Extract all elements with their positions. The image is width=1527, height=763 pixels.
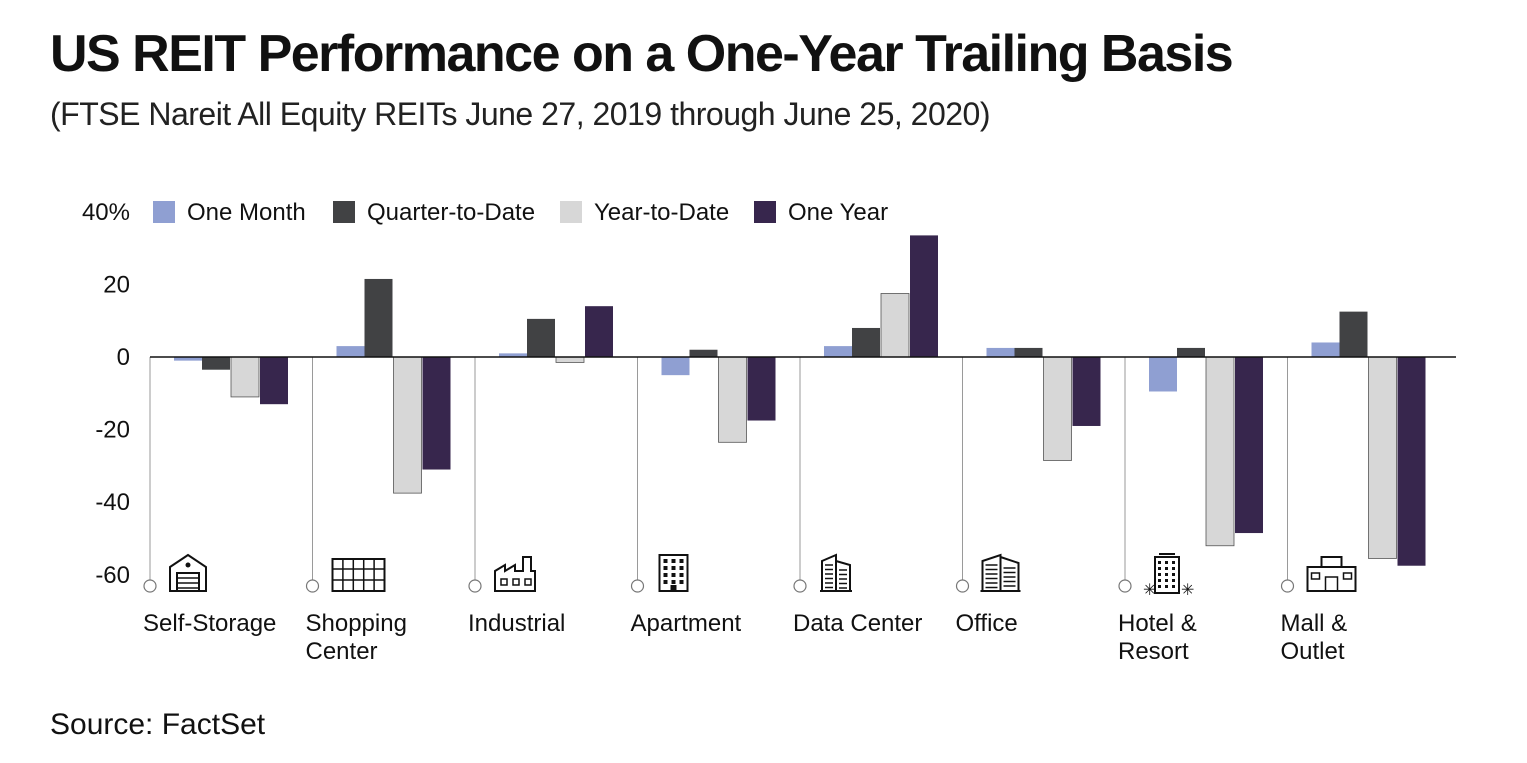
bar <box>1235 357 1263 534</box>
bar <box>260 357 288 405</box>
y-tick-label: -40 <box>95 489 130 516</box>
svg-text:✳: ✳ <box>1143 580 1156 599</box>
category-marker <box>630 579 645 593</box>
warehouse-icon <box>169 553 207 592</box>
y-tick-label: 20 <box>103 271 130 298</box>
bar <box>661 357 690 376</box>
apartment-building-icon <box>658 554 689 592</box>
legend-item: Quarter-to-Date <box>333 199 535 226</box>
category-marker <box>143 579 157 593</box>
bar <box>364 278 393 357</box>
legend-label: Year-to-Date <box>594 199 729 226</box>
bar <box>174 357 202 361</box>
bar <box>852 327 880 357</box>
category-group: Apartment <box>631 357 742 637</box>
data-center-icon <box>820 553 852 592</box>
category-marker <box>468 579 482 593</box>
category-group: Data Center <box>793 357 922 637</box>
legend-label: One Month <box>187 199 306 226</box>
bar-chart: One Month Quarter-to-Date Year-to-Date One … <box>82 199 1456 665</box>
legend-item: One Year <box>754 199 888 226</box>
category-label: Shopping <box>306 610 407 637</box>
bar <box>422 357 451 470</box>
legend-label: Quarter-to-Date <box>367 199 535 226</box>
category-group: Self-Storage <box>143 357 276 637</box>
source-note: Source: FactSet <box>50 708 266 741</box>
bar <box>393 356 422 494</box>
factory-icon <box>494 556 536 592</box>
bar <box>1043 356 1072 461</box>
bar <box>527 318 555 357</box>
category-label: Office <box>956 610 1018 637</box>
category-marker <box>793 579 807 593</box>
mall-icon <box>1306 556 1357 592</box>
legend: One Month Quarter-to-Date Year-to-Date One … <box>153 199 888 226</box>
bar <box>747 357 776 421</box>
bar <box>585 306 613 357</box>
category-label: Apartment <box>631 610 742 637</box>
bar <box>555 356 585 363</box>
legend-item: Year-to-Date <box>560 199 729 226</box>
legend-label: One Year <box>788 199 888 226</box>
category-group: Industrial <box>468 357 565 637</box>
bar <box>1368 356 1397 559</box>
category-label: Self-Storage <box>143 610 276 637</box>
y-tick-label: -60 <box>95 562 130 589</box>
category-label: Hotel & <box>1118 610 1197 637</box>
shopping-center-icon <box>331 558 386 592</box>
category-group: Mall &Outlet <box>1280 357 1357 665</box>
chart-subtitle: (FTSE Nareit All Equity REITs June 27, 2… <box>50 96 990 132</box>
bar <box>1177 347 1205 357</box>
bar <box>499 353 527 357</box>
category-marker <box>1280 579 1295 593</box>
bar <box>1339 311 1368 357</box>
category-marker <box>1118 579 1132 593</box>
y-axis: 40% 20 0 -20 -40 -60 <box>82 199 130 589</box>
bar <box>1397 357 1426 566</box>
category-label: Resort <box>1118 638 1189 665</box>
category-label: Outlet <box>1281 638 1345 665</box>
bar <box>1014 347 1043 357</box>
bar <box>986 347 1015 357</box>
legend-swatch <box>560 201 582 223</box>
category-label: Industrial <box>468 610 565 637</box>
bar <box>1205 356 1235 547</box>
category-label: Center <box>306 638 378 665</box>
bar <box>230 356 260 398</box>
bar <box>824 346 852 357</box>
legend-item: One Month <box>153 199 306 226</box>
category-group: ✳ ✳Hotel &Resort <box>1118 357 1197 665</box>
bar <box>202 357 230 370</box>
bars <box>174 235 1426 566</box>
svg-text:✳: ✳ <box>1181 580 1194 599</box>
y-tick-label: 0 <box>117 344 130 371</box>
legend-swatch <box>333 201 355 223</box>
legend-swatch <box>153 201 175 223</box>
office-building-icon <box>980 553 1021 592</box>
bar <box>910 235 938 357</box>
bar <box>880 293 910 358</box>
hotel-resort-icon: ✳ ✳ <box>1143 553 1194 599</box>
bar <box>1072 357 1101 426</box>
category-label: Data Center <box>793 610 922 637</box>
bar <box>689 349 718 357</box>
chart-title: US REIT Performance on a One-Year Traili… <box>50 25 1234 83</box>
category-marker <box>955 579 970 593</box>
bar <box>1311 342 1340 357</box>
bar <box>1149 357 1177 392</box>
category-label: Mall & <box>1281 610 1348 637</box>
y-tick-label: -20 <box>95 417 130 444</box>
category-marker <box>305 579 320 593</box>
bar <box>336 346 365 357</box>
legend-swatch <box>754 201 776 223</box>
bar <box>718 356 747 443</box>
category-group: Office <box>956 357 1021 637</box>
y-tick-label: 40% <box>82 199 130 226</box>
